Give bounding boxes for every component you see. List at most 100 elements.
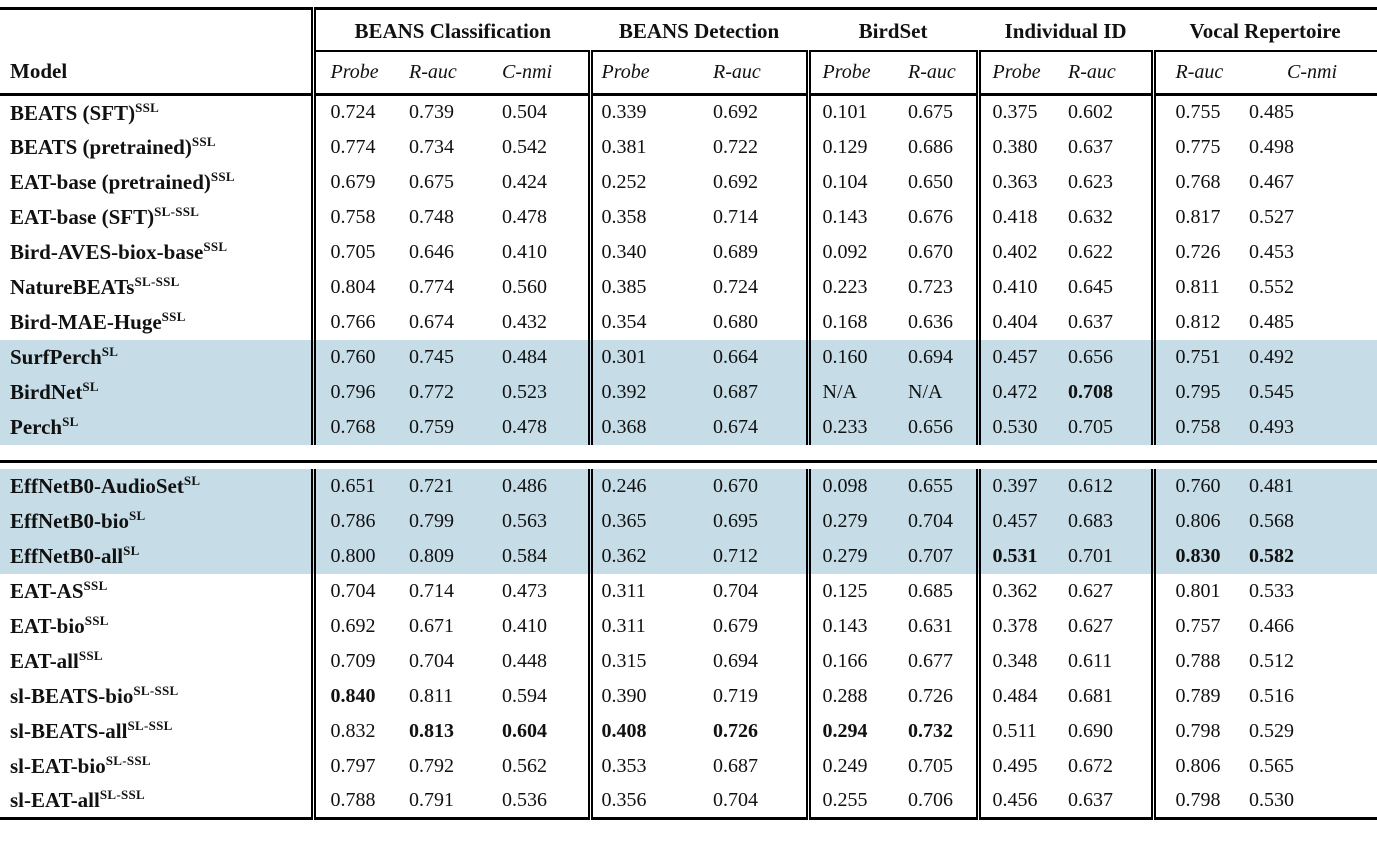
metric-value-cell: 0.408	[587, 713, 706, 749]
metric-value-cell: 0.674	[409, 310, 454, 333]
metric-value-cell: 0.759	[405, 409, 498, 445]
metric-value-cell: 0.632	[1068, 205, 1114, 228]
metric-value-cell: 0.775	[1150, 129, 1246, 165]
model-name-cell: sl-EAT-bioSL-SSL	[0, 748, 316, 784]
metric-value-cell: 0.656	[900, 409, 979, 445]
model-name: EffNetB0-all	[10, 544, 124, 568]
metric-value-cell: 0.478	[502, 205, 547, 228]
section-divider-cell	[0, 444, 1377, 469]
metric-value-cell: 0.687	[705, 374, 809, 410]
model-name: Bird-MAE-Huge	[10, 310, 162, 334]
table-row: EffNetB0-AudioSetSL 0.651 0.721 0.486 0.246 0…	[0, 468, 1377, 504]
metric-value-cell: 0.811	[409, 684, 454, 707]
metric-value-cell: 0.531	[975, 538, 1061, 574]
metric-value-cell: 0.353	[587, 748, 706, 784]
metric-value-cell: 0.739	[409, 101, 454, 124]
metric-value-cell: 0.485	[1249, 101, 1295, 124]
metric-value-cell: 0.685	[908, 579, 954, 602]
metric-value-cell: 0.456	[975, 783, 1061, 819]
metric-value-cell: 0.637	[1068, 135, 1114, 158]
metric-value-cell: 0.797	[330, 754, 376, 777]
metric-value-cell: 0.375	[975, 94, 1061, 130]
metric-value-cell: 0.495	[975, 748, 1061, 784]
metric-value-cell: 0.772	[405, 374, 498, 410]
metric-value-cell: 0.812	[1150, 304, 1246, 340]
model-name: sl-BEATS-all	[10, 719, 128, 743]
metric-value-cell: 0.726	[713, 719, 759, 742]
training-type-superscript: SL	[101, 344, 119, 359]
metric-value-cell: 0.637	[1068, 310, 1114, 333]
metric-value-cell: 0.424	[502, 170, 547, 193]
subcolumn-header-probe: Probe	[975, 50, 1061, 96]
metric-value-cell: 0.798	[1150, 713, 1246, 749]
model-name-cell: NatureBEATsSL-SSL	[0, 269, 316, 305]
metric-value-cell: 0.774	[330, 135, 376, 158]
metric-value-cell: 0.650	[908, 170, 954, 193]
metric-value-cell: 0.530	[975, 409, 1061, 445]
metric-value-cell: 0.788	[1150, 643, 1246, 679]
model-name: EAT-AS	[10, 579, 84, 603]
metric-value-cell: 0.378	[975, 608, 1061, 644]
metric-value-cell: 0.719	[713, 684, 759, 707]
metric-value-cell: 0.687	[713, 754, 759, 777]
metric-value-cell: 0.809	[405, 538, 498, 574]
metric-value-cell: 0.294	[805, 713, 901, 749]
metric-value-cell: 0.636	[908, 310, 954, 333]
metric-value-cell: 0.390	[587, 678, 706, 714]
table-row: EffNetB0-allSL 0.800 0.809 0.584 0.362 0.712 0…	[0, 538, 1377, 574]
metric-value-cell: 0.498	[1249, 135, 1295, 158]
training-type-superscript: SSL	[203, 239, 228, 254]
metric-value-cell: 0.356	[587, 783, 706, 819]
model-column-header: Model	[0, 8, 316, 96]
metric-value-cell: 0.724	[330, 101, 376, 124]
metric-value-cell: 0.562	[502, 754, 547, 777]
metric-value-cell: 0.709	[330, 649, 376, 672]
table-row: EAT-base (SFT)SL-SSL 0.758 0.748 0.478 0.358…	[0, 199, 1377, 235]
subcolumn-header-probe: Probe	[805, 50, 901, 96]
metric-value-cell: 0.129	[805, 129, 901, 165]
table-row: sl-BEATS-bioSL-SSL 0.840 0.811 0.594 0.390 0.…	[0, 678, 1377, 714]
metric-value-cell: 0.704	[713, 579, 759, 602]
metric-value-cell: 0.410	[502, 614, 547, 637]
metric-value-cell: 0.674	[705, 409, 809, 445]
metric-value-cell: 0.602	[1068, 101, 1114, 124]
metric-value-cell: 0.791	[409, 788, 454, 811]
metric-value-cell: 0.664	[705, 339, 809, 375]
metric-value-cell: 0.279	[805, 538, 901, 574]
model-name-cell: sl-BEATS-bioSL-SSL	[0, 678, 316, 714]
metric-value-cell: 0.381	[587, 129, 706, 165]
group-header-beans-classification: BEANS Classification	[313, 8, 591, 52]
metric-value-cell: 0.493	[1245, 409, 1377, 445]
group-header-individual-id: Individual ID	[978, 8, 1154, 52]
metric-value-cell: 0.362	[587, 538, 706, 574]
metric-value-cell: 0.380	[975, 129, 1061, 165]
metric-value-cell: 0.795	[1150, 374, 1246, 410]
metric-value-cell: 0.758	[330, 205, 376, 228]
metric-value-cell: 0.348	[975, 643, 1061, 679]
metric-value-cell: 0.701	[1060, 538, 1154, 574]
table-row: EAT-ASSSL 0.704 0.714 0.473 0.311 0.704 0.125 0…	[0, 573, 1377, 609]
subcolumn-header-rauc: R-auc	[705, 50, 809, 96]
model-name-cell: EffNetB0-AudioSetSL	[0, 468, 316, 504]
metric-value-cell: 0.252	[587, 164, 706, 200]
model-name: NatureBEATs	[10, 275, 135, 299]
model-name: EAT-all	[10, 649, 79, 673]
metric-value-cell: 0.689	[713, 240, 759, 263]
metric-value-cell: 0.552	[1249, 275, 1295, 298]
metric-value-cell: 0.467	[1249, 170, 1295, 193]
metric-value-cell: 0.568	[1245, 503, 1377, 539]
metric-value-cell: 0.789	[1150, 678, 1246, 714]
metric-value-cell: 0.671	[409, 614, 454, 637]
model-name-cell: SurfPerchSL	[0, 339, 316, 375]
metric-value-cell: 0.560	[502, 275, 547, 298]
metric-value-cell: 0.670	[908, 240, 954, 263]
table-header: Model BEANS Classification BEANS Detecti…	[0, 8, 1377, 96]
model-name-cell: EAT-base (pretrained)SSL	[0, 164, 316, 200]
metric-value-cell: 0.676	[908, 205, 954, 228]
metric-value-cell: 0.672	[1068, 754, 1114, 777]
metric-value-cell: 0.726	[1150, 234, 1246, 270]
model-name-cell: EffNetB0-allSL	[0, 538, 316, 574]
training-type-superscript: SSL	[210, 169, 235, 184]
metric-value-cell: 0.796	[313, 374, 405, 410]
table-row: EAT-bioSSL 0.692 0.671 0.410 0.311 0.679 0.143…	[0, 608, 1377, 644]
